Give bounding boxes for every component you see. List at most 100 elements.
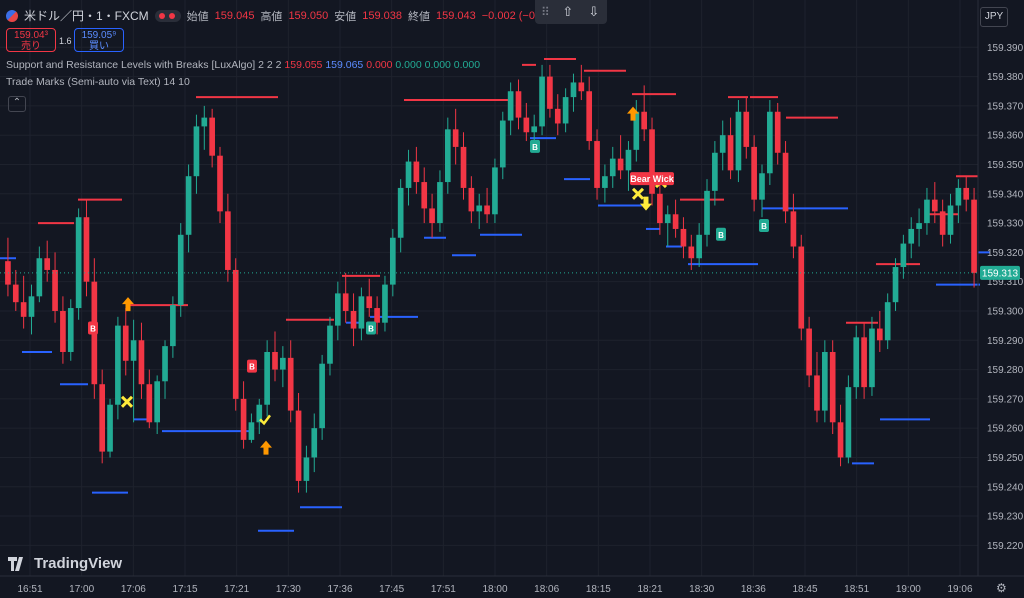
price-axis: 159.390 159.380 159.370 159.360 159.350 159.3… bbox=[0, 0, 1024, 576]
candle-bullish bbox=[193, 126, 200, 177]
market-status-pill[interactable] bbox=[154, 9, 181, 22]
buy-arrow-icon bbox=[122, 297, 134, 312]
buy-arrow-icon bbox=[627, 106, 639, 121]
break-marker-label: B bbox=[90, 325, 96, 334]
time-tick-label: 18:06 bbox=[534, 584, 559, 595]
candle-bearish bbox=[876, 328, 883, 341]
candle-bullish bbox=[633, 111, 640, 150]
candle-bullish bbox=[437, 182, 443, 224]
indicator-legend-trademarks[interactable]: Trade Marks (Semi-auto via Text) 14 10 bbox=[6, 76, 190, 88]
symbol-name[interactable]: 米ドル／円・1・FXCM bbox=[24, 9, 149, 23]
candle-bullish bbox=[492, 167, 498, 215]
candle-bearish bbox=[554, 108, 561, 124]
candle-bearish bbox=[971, 199, 977, 273]
close-mark-icon bbox=[120, 395, 134, 408]
check-mark-icon bbox=[259, 414, 271, 426]
candle-bullish bbox=[185, 176, 192, 235]
candle-bullish bbox=[562, 97, 569, 124]
candle-bullish bbox=[115, 325, 121, 405]
candle-bearish bbox=[240, 398, 247, 440]
candle-bearish bbox=[774, 111, 781, 153]
candles bbox=[5, 64, 977, 493]
time-tick-label: 18:21 bbox=[637, 584, 662, 595]
candle-bullish bbox=[154, 381, 160, 423]
candle-bearish bbox=[99, 384, 106, 452]
chevron-up-icon: ⌃ bbox=[12, 97, 22, 108]
buy-label: 買い bbox=[89, 41, 109, 52]
price-tick-label: 159.330 bbox=[987, 219, 1024, 230]
candle-bearish bbox=[649, 129, 655, 194]
candle-bullish bbox=[162, 346, 168, 382]
break-marker-label: B bbox=[249, 363, 255, 372]
candle-bearish bbox=[806, 328, 812, 376]
break-marker-label: B bbox=[718, 231, 724, 240]
candle-bearish bbox=[963, 187, 970, 200]
candle-bearish bbox=[641, 111, 647, 130]
break-marker-label: B bbox=[532, 143, 538, 152]
sell-button[interactable]: 159.04³ 売り bbox=[6, 28, 56, 52]
annotation-box bbox=[630, 172, 674, 186]
price-tick-label: 159.390 bbox=[987, 43, 1024, 54]
logo-text: TradingView bbox=[34, 555, 123, 572]
candle-bullish bbox=[335, 293, 341, 326]
candle-bullish bbox=[476, 205, 483, 212]
candle-bearish bbox=[931, 199, 938, 212]
break-marker-label: B bbox=[761, 222, 767, 231]
candle-bullish bbox=[767, 111, 773, 174]
indicator-legend-sr[interactable]: Support and Resistance Levels with Break… bbox=[6, 59, 480, 71]
collapse-legend-button[interactable]: ⌃ bbox=[8, 96, 26, 112]
candle-bullish bbox=[704, 190, 710, 235]
gear-icon[interactable]: ⚙ bbox=[996, 581, 1007, 595]
time-tick-label: 17:15 bbox=[172, 584, 197, 595]
break-marker bbox=[88, 321, 98, 335]
candle-bullish bbox=[177, 234, 184, 306]
candle-bearish bbox=[366, 296, 373, 309]
indicator-value: 159.055 bbox=[284, 59, 323, 71]
price-tick-label: 159.280 bbox=[987, 365, 1024, 376]
price-tick-label: 159.350 bbox=[987, 160, 1024, 171]
candle-bearish bbox=[342, 293, 349, 311]
buy-button[interactable]: 159.05⁹ 買い bbox=[74, 28, 124, 52]
time-tick-label: 18:51 bbox=[844, 584, 869, 595]
candle-bullish bbox=[947, 205, 954, 235]
low-label: 安値 bbox=[334, 10, 357, 23]
candle-bullish bbox=[531, 126, 538, 133]
candle-bearish bbox=[814, 375, 820, 411]
currency-button[interactable]: JPY bbox=[980, 7, 1008, 27]
up-arrow-icon[interactable]: ⇧ bbox=[562, 4, 574, 19]
high-value: 159.050 bbox=[288, 9, 329, 22]
candle-bearish bbox=[122, 325, 129, 361]
close-mark-icon bbox=[631, 187, 645, 200]
candle-bearish bbox=[727, 135, 734, 171]
break-marker bbox=[759, 219, 769, 233]
high-label: 高値 bbox=[260, 10, 283, 23]
tradingview-logo: TradingView bbox=[8, 555, 122, 572]
candle-bearish bbox=[578, 82, 585, 92]
time-tick-label: 17:21 bbox=[224, 584, 249, 595]
candle-bullish bbox=[853, 337, 860, 388]
candle-bullish bbox=[248, 422, 255, 440]
candle-bearish bbox=[138, 340, 145, 385]
candle-bullish bbox=[539, 76, 545, 127]
candle-bullish bbox=[382, 284, 388, 323]
drag-handle-icon[interactable]: ⠿ bbox=[541, 5, 550, 19]
candle-bearish bbox=[751, 146, 757, 200]
down-arrow-icon[interactable]: ⇩ bbox=[588, 4, 600, 19]
flag-icon bbox=[6, 9, 18, 22]
candle-bullish bbox=[570, 82, 577, 98]
candle-bearish bbox=[586, 91, 593, 142]
candle-bullish bbox=[884, 302, 891, 341]
floating-toolbar[interactable]: ⠿ ⇧ ⇩ bbox=[535, 0, 607, 24]
candle-bullish bbox=[36, 258, 43, 297]
candle-bearish bbox=[225, 211, 231, 270]
close-value: 159.043 bbox=[435, 9, 476, 22]
candle-bullish bbox=[107, 404, 113, 452]
spread-value: 1.6 bbox=[59, 36, 72, 46]
candle-bullish bbox=[303, 457, 310, 481]
buy-arrow-icon bbox=[260, 440, 272, 455]
candle-bearish bbox=[350, 310, 357, 329]
candle-bullish bbox=[664, 214, 671, 224]
sell-arrow-icon bbox=[640, 196, 652, 211]
time-tick-label: 17:00 bbox=[69, 584, 94, 595]
